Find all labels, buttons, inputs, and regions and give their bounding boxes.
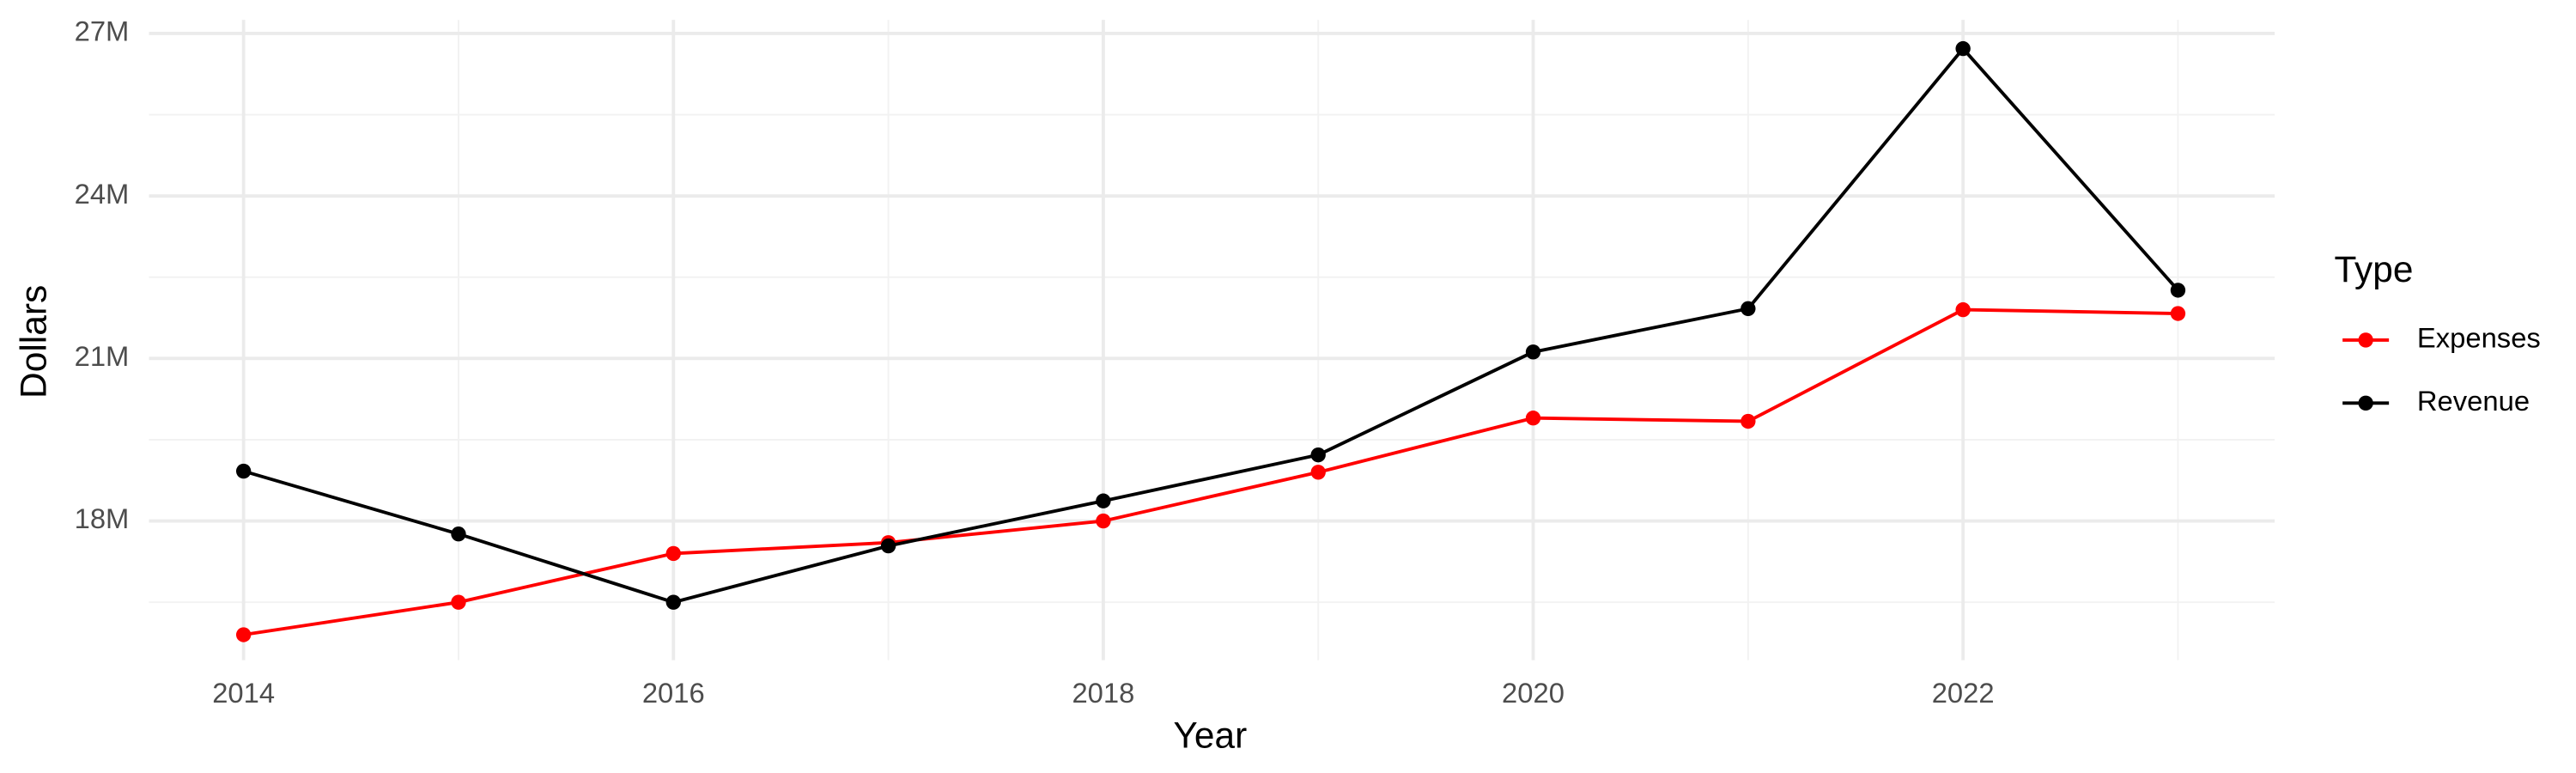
- legend-marker: [2358, 395, 2373, 411]
- y-axis-label: Dollars: [14, 285, 54, 399]
- data-point: [2170, 283, 2186, 298]
- data-point: [1525, 411, 1541, 426]
- data-point: [880, 538, 896, 554]
- data-point: [451, 526, 466, 542]
- x-axis-label: Year: [1174, 715, 1248, 756]
- y-tick-label: 27M: [75, 15, 130, 47]
- data-point: [1310, 465, 1326, 480]
- x-tick-label: 2022: [1932, 677, 1995, 709]
- legend-label: Expenses: [2417, 322, 2541, 354]
- data-point: [1096, 493, 1111, 508]
- data-point: [451, 594, 466, 610]
- series-line: [243, 46, 2179, 605]
- data-point: [1096, 513, 1111, 529]
- y-tick-label: 24M: [75, 178, 130, 210]
- legend-title: Type: [2335, 249, 2414, 289]
- data-point: [1741, 301, 1756, 317]
- data-point: [1525, 344, 1541, 360]
- data-point: [665, 594, 681, 610]
- x-tick-label: 2020: [1502, 677, 1564, 709]
- legend-label: Revenue: [2417, 385, 2530, 417]
- data-point: [1741, 413, 1756, 429]
- y-tick-label: 21M: [75, 340, 130, 372]
- legend-marker: [2358, 332, 2373, 348]
- data-point: [235, 463, 252, 479]
- series-line: [243, 307, 2178, 636]
- x-tick-label: 2014: [212, 677, 275, 709]
- data-point: [2170, 306, 2186, 321]
- x-tick-label: 2018: [1072, 677, 1134, 709]
- data-point: [665, 545, 681, 562]
- data-point: [235, 627, 252, 642]
- data-point: [1955, 40, 1971, 57]
- x-tick-label: 2016: [642, 677, 705, 709]
- data-point: [1310, 447, 1326, 463]
- y-tick-label: 18M: [75, 502, 130, 534]
- data-point: [1955, 301, 1971, 318]
